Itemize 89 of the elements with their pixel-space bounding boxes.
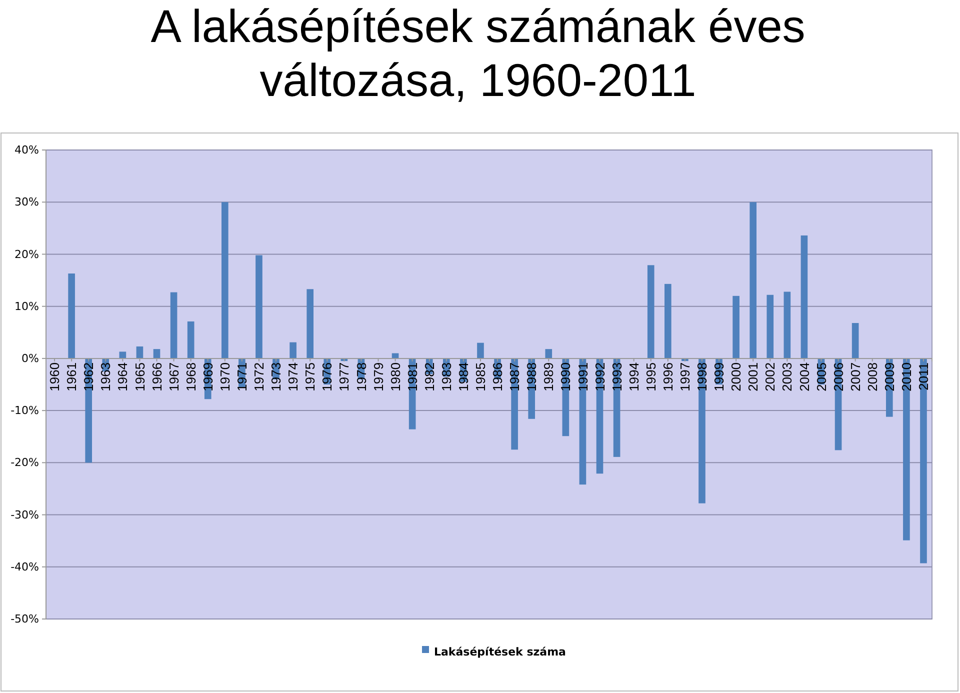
x-tick-label: 1993 — [609, 362, 624, 392]
y-tick-label: 0% — [22, 352, 39, 365]
y-tick-label: -50% — [10, 612, 39, 626]
x-tick-label: 1972 — [252, 362, 267, 392]
x-tick-label: 2011 — [916, 362, 932, 390]
x-tick-label: 1968 — [183, 362, 198, 392]
bar — [187, 321, 194, 358]
x-tick-label: 1986 — [490, 362, 506, 392]
bar — [306, 289, 314, 358]
bar — [852, 323, 859, 358]
x-tick-label: 1962 — [81, 362, 96, 392]
x-tick-label: 1987 — [507, 362, 522, 392]
x-tick-label: 1985 — [473, 362, 488, 392]
x-tick-label: 1998 — [694, 362, 710, 392]
x-tick-label: 1981 — [404, 362, 420, 392]
x-tick-label: 1977 — [336, 362, 352, 392]
bar — [136, 346, 144, 358]
bar — [392, 353, 399, 358]
bar — [221, 202, 228, 358]
bar — [920, 358, 927, 564]
x-tick-label: 2006 — [830, 362, 846, 392]
x-tick-label: 1983 — [438, 362, 454, 392]
x-tick-label: 2007 — [848, 362, 863, 392]
y-tick-label: -10% — [10, 404, 39, 418]
x-tick-label: 1988 — [524, 362, 540, 392]
x-tick-label: 2009 — [882, 362, 897, 392]
x-tick-label: 1969 — [200, 362, 216, 392]
bar — [290, 342, 296, 358]
x-tick-label: 2008 — [864, 362, 880, 392]
bar — [750, 202, 757, 358]
x-tick-label: 1973 — [268, 362, 284, 392]
x-tick-label: 1976 — [320, 362, 335, 392]
bar — [170, 292, 178, 358]
x-tick-label: 2010 — [898, 362, 914, 392]
x-tick-label: 1960 — [47, 362, 62, 392]
x-tick-label: 1965 — [132, 362, 148, 392]
x-tick-label: 1978 — [354, 362, 369, 392]
x-tick-label: 1963 — [98, 362, 114, 392]
x-tick-label: 1961 — [64, 362, 80, 392]
y-tick-label: 30% — [14, 196, 39, 209]
bar — [477, 342, 484, 358]
x-tick-label: 1991 — [575, 362, 590, 392]
x-tick-label: 1980 — [388, 362, 403, 392]
x-tick-label: 1970 — [217, 362, 232, 392]
y-tick-label: 20% — [14, 248, 39, 261]
x-tick-label: 1999 — [712, 362, 727, 392]
bar — [784, 292, 791, 358]
x-tick-label: 2002 — [762, 362, 778, 392]
y-tick-label: -40% — [10, 560, 39, 574]
bar — [85, 358, 92, 463]
x-tick-label: 1974 — [286, 362, 301, 392]
x-tick-label: 2001 — [746, 362, 761, 392]
x-tick-label: 2000 — [728, 362, 744, 392]
x-tick-label: 1997 — [677, 362, 692, 392]
x-tick-label: 2003 — [780, 362, 795, 392]
x-tick-label: 1982 — [422, 362, 437, 392]
x-tick-label: 2004 — [796, 362, 812, 392]
legend-label: Lakásépítések száma — [434, 645, 566, 658]
x-tick-label: 1979 — [370, 362, 386, 392]
x-tick-label: 1966 — [149, 362, 164, 392]
y-tick-label: 40% — [14, 144, 39, 157]
bar — [903, 358, 910, 540]
bar — [119, 352, 126, 358]
x-tick-label: 1992 — [592, 362, 608, 392]
x-tick-label: 1975 — [302, 362, 318, 392]
bar — [766, 294, 774, 358]
y-tick-label: 10% — [14, 300, 39, 313]
bar — [256, 255, 262, 358]
x-tick-label: 1989 — [541, 362, 556, 392]
bar — [153, 349, 160, 358]
x-tick-label: 1964 — [115, 362, 130, 392]
bar — [545, 349, 552, 358]
x-tick-label: 1971 — [234, 362, 250, 392]
x-tick-label: 1967 — [166, 362, 182, 392]
bar — [732, 296, 740, 358]
x-tick-label: 2005 — [814, 362, 829, 392]
bar — [68, 274, 75, 358]
bar — [800, 235, 808, 358]
x-tick-label: 1990 — [558, 362, 574, 392]
x-tick-label: 1996 — [660, 362, 676, 392]
x-tick-label: 1984 — [456, 362, 471, 392]
y-tick-label: -30% — [10, 508, 39, 522]
x-tick-label: 1994 — [626, 362, 642, 392]
y-tick-label: -20% — [10, 456, 39, 470]
bar — [664, 284, 672, 358]
bar — [647, 265, 654, 358]
chart-title: A lakásépítések számának éves változása, 1960-2011 — [150, 0, 806, 106]
x-tick-label: 1995 — [643, 362, 658, 392]
bar — [698, 358, 706, 504]
